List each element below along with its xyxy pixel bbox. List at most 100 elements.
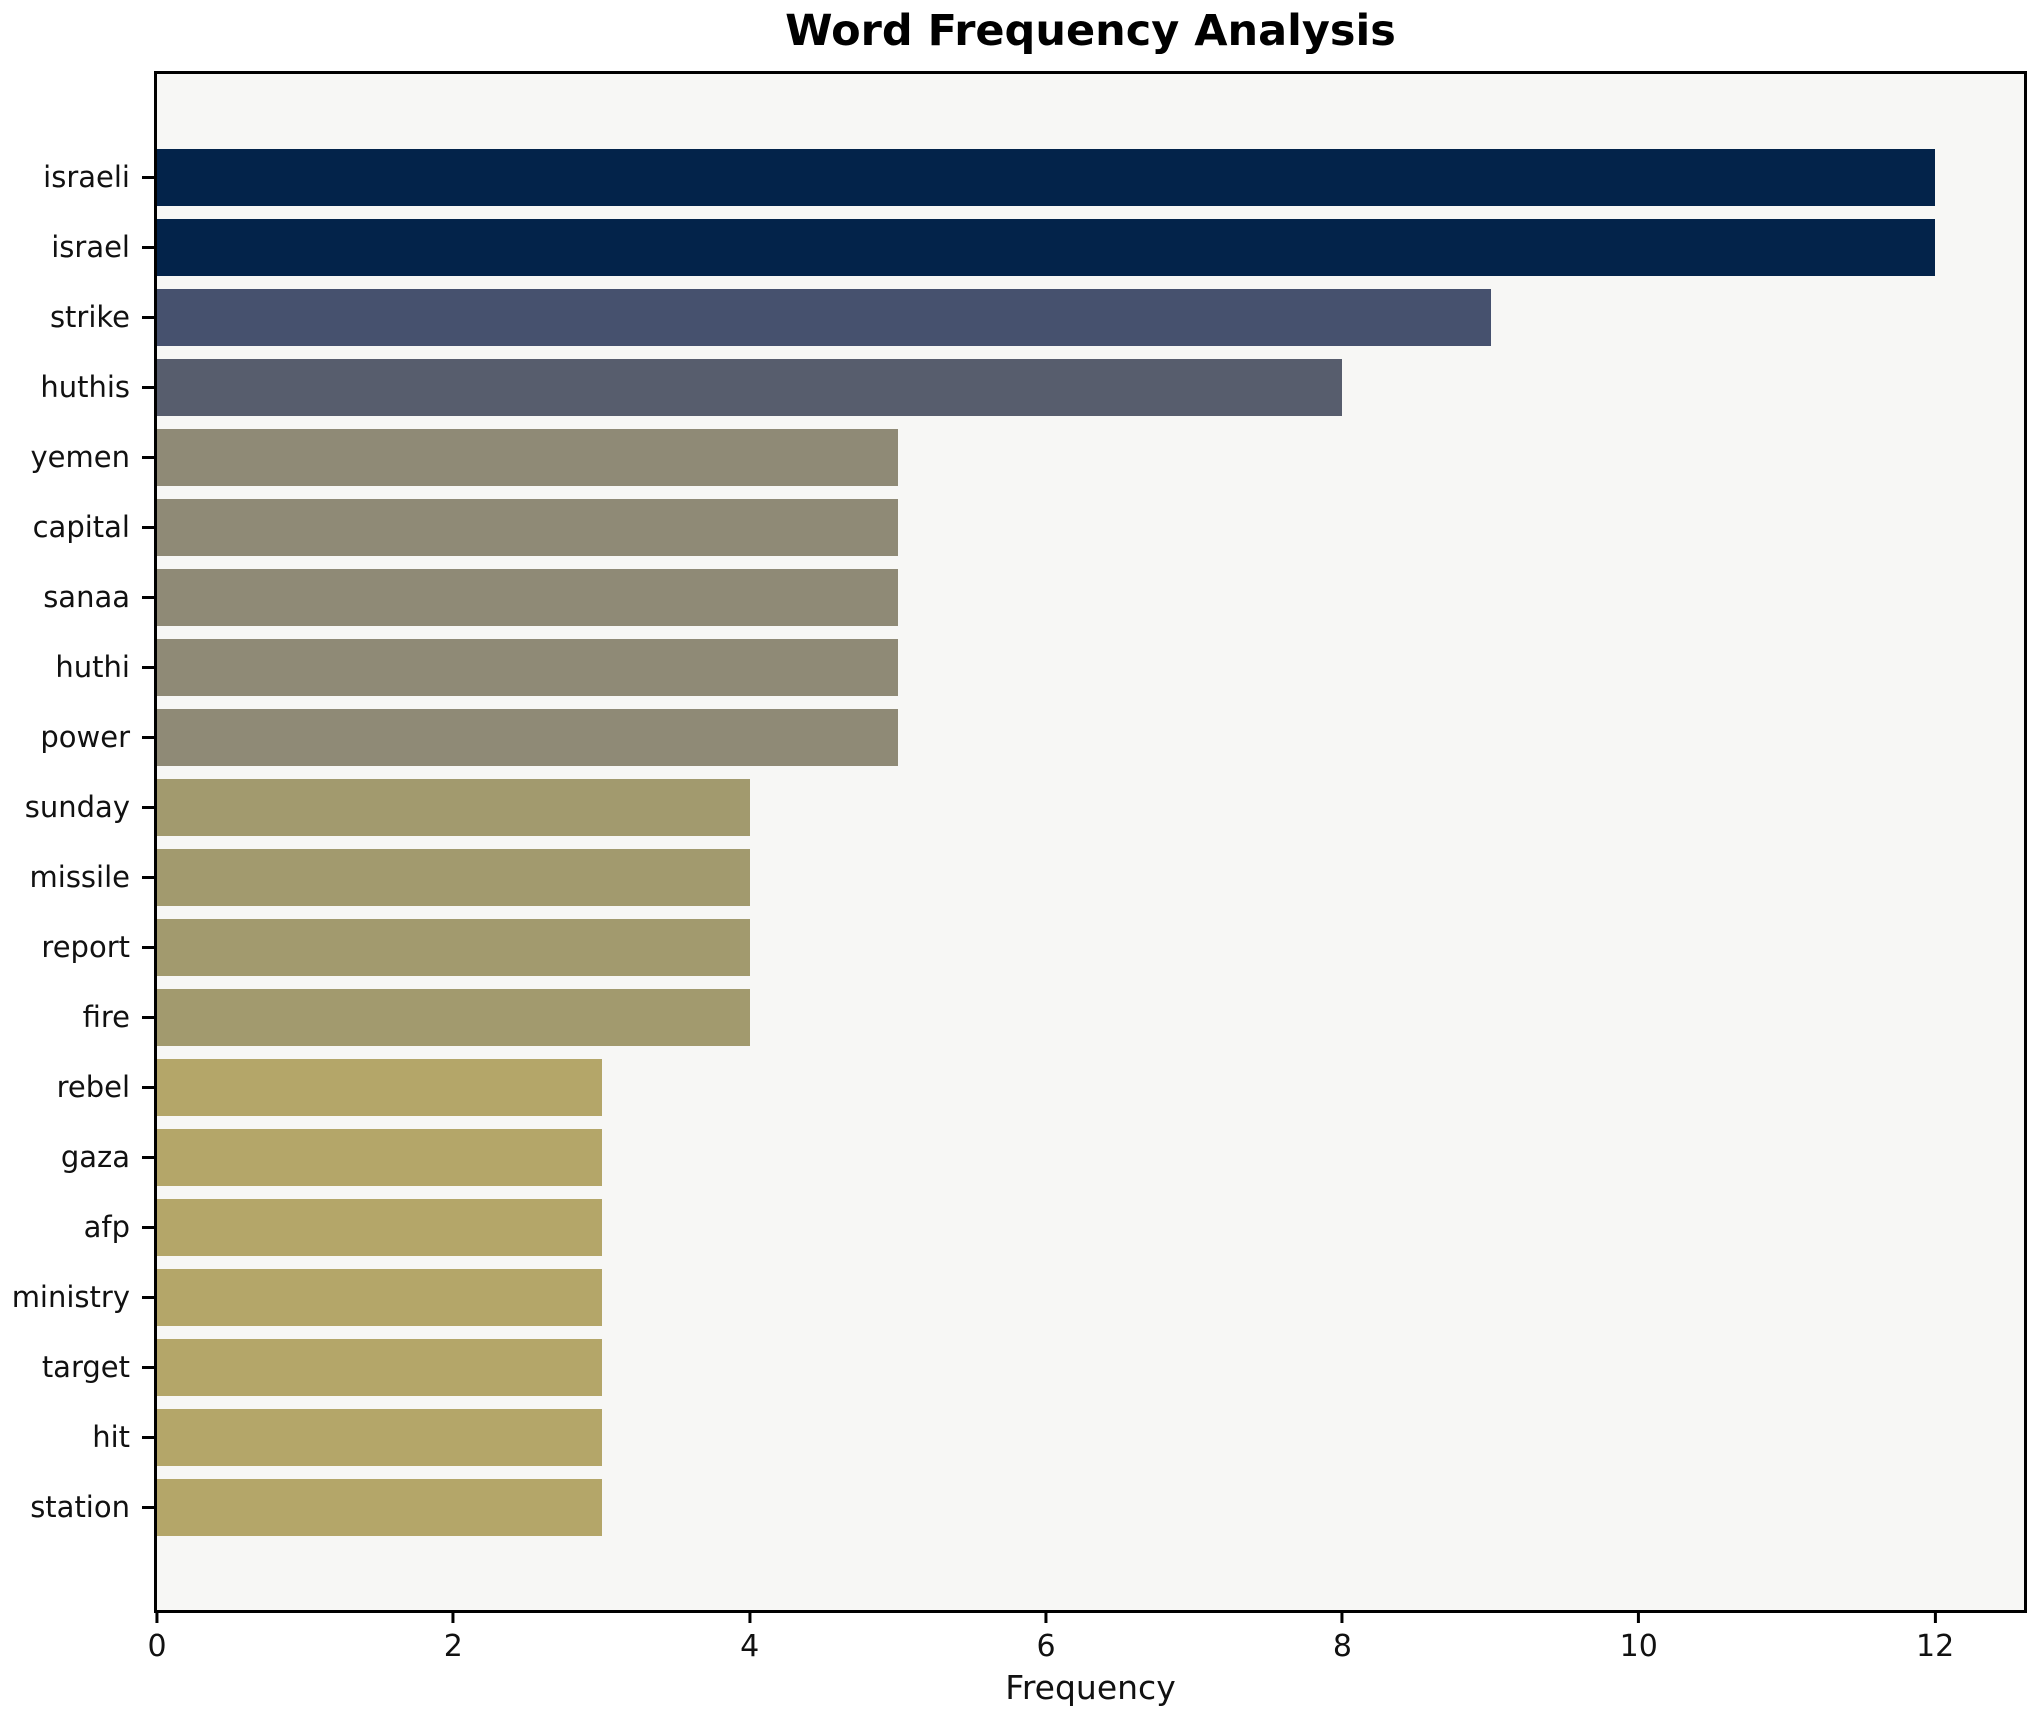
y-axis-label: afp (83, 1209, 130, 1244)
frequency-bar (157, 1058, 602, 1116)
x-tick-label: 8 (1332, 1629, 1352, 1664)
bar-row: capital (33, 492, 2024, 562)
y-tick-mark (142, 385, 154, 389)
y-axis-label: missile (29, 859, 130, 894)
y-tick-mark (142, 175, 154, 179)
bar-row: huthis (40, 352, 2024, 422)
y-tick-mark (142, 805, 154, 809)
y-axis-label: israeli (43, 159, 130, 194)
bar-row: afp (84, 1192, 2024, 1262)
y-tick-mark (142, 1225, 154, 1229)
x-tick: 6 (1037, 1610, 1056, 1662)
y-axis-label: yemen (30, 439, 130, 474)
y-axis-label: huthi (55, 649, 130, 684)
bars-container: israeli israel strike huthis yemen capital san… (12, 74, 2024, 1610)
y-tick-mark (142, 595, 154, 599)
bar-row: gaza (61, 1122, 2024, 1192)
y-axis-label: capital (32, 509, 130, 544)
x-tick: 2 (444, 1610, 463, 1662)
y-tick-mark (142, 1365, 154, 1369)
x-axis: 0 2 4 6 8 10 12 (147, 1610, 2024, 1670)
x-tick-mark (748, 1610, 752, 1623)
y-tick-mark (142, 1085, 154, 1089)
x-tick-label: 6 (1036, 1629, 1056, 1664)
x-tick: 8 (1333, 1610, 1352, 1662)
bar-row: station (30, 1472, 2024, 1542)
y-tick-mark (142, 735, 154, 739)
frequency-bar (157, 638, 898, 696)
y-axis-label: sanaa (43, 579, 130, 614)
frequency-bar (157, 1408, 602, 1466)
frequency-bar (157, 1128, 602, 1186)
plot-area: israeli israel strike huthis yemen capital san… (12, 71, 2027, 1707)
y-axis-label: gaza (60, 1139, 130, 1174)
x-tick-label: 2 (443, 1629, 463, 1664)
x-tick-mark (1933, 1610, 1937, 1623)
bar-row: strike (50, 282, 2024, 352)
frequency-bar (157, 1268, 602, 1326)
y-tick-mark (142, 1295, 154, 1299)
x-tick-mark (155, 1610, 159, 1623)
frequency-bar (157, 288, 1491, 346)
frequency-bar (157, 1338, 602, 1396)
y-axis-label: huthis (40, 369, 130, 404)
y-axis-label: rebel (56, 1069, 130, 1104)
y-axis-label: hit (92, 1419, 130, 1454)
bar-row: israeli (43, 142, 2024, 212)
frequency-bar (157, 218, 1936, 276)
y-axis-label: sunday (24, 789, 130, 824)
bar-row: yemen (31, 422, 2024, 492)
bar-row: target (42, 1332, 2024, 1402)
y-tick-mark (142, 315, 154, 319)
frequency-bar (157, 918, 750, 976)
y-tick-mark (142, 1505, 154, 1509)
x-tick: 10 (1620, 1610, 1658, 1662)
frequency-bar (157, 498, 898, 556)
frequency-bar (157, 988, 750, 1046)
frequency-bar (157, 1478, 602, 1536)
x-tick: 12 (1916, 1610, 1954, 1662)
y-tick-mark (142, 875, 154, 879)
y-axis-label: ministry (11, 1279, 130, 1314)
bar-row: sanaa (43, 562, 2024, 632)
frequency-bar (157, 848, 750, 906)
y-axis-label: station (30, 1489, 130, 1524)
y-tick-mark (142, 665, 154, 669)
y-tick-mark (142, 245, 154, 249)
y-axis-label: fire (82, 999, 130, 1034)
frequency-bar (157, 1198, 602, 1256)
x-tick: 0 (147, 1610, 167, 1664)
x-tick: 4 (740, 1610, 759, 1662)
x-tick-label: 4 (740, 1629, 760, 1664)
bar-row: fire (83, 982, 2024, 1052)
y-axis-label: israel (51, 229, 130, 264)
y-tick-mark (142, 525, 154, 529)
y-tick-mark (142, 1435, 154, 1439)
frequency-bar (157, 778, 750, 836)
bar-row: sunday (25, 772, 2024, 842)
bar-row: report (41, 912, 2024, 982)
y-tick-mark (142, 1155, 154, 1159)
bar-row: rebel (57, 1052, 2024, 1122)
y-tick-mark (142, 945, 154, 949)
frequency-bar (157, 708, 898, 766)
y-axis-label: power (40, 719, 130, 754)
bar-row: ministry (12, 1262, 2024, 1332)
frequency-bar (157, 568, 898, 626)
frequency-bar (157, 428, 898, 486)
frequency-bar (157, 358, 1343, 416)
x-tick-mark (1637, 1610, 1641, 1623)
y-tick-mark (142, 455, 154, 459)
x-tick-label: 10 (1619, 1629, 1658, 1664)
chart-title: Word Frequency Analysis (785, 6, 1396, 56)
bar-row: power (40, 702, 2024, 772)
y-axis-label: strike (49, 299, 130, 334)
bar-row: israel (51, 212, 2024, 282)
bar-row: missile (30, 842, 2024, 912)
x-tick-label: 12 (1916, 1629, 1955, 1664)
y-tick-mark (142, 1015, 154, 1019)
y-axis-label: target (41, 1349, 130, 1384)
x-axis-label: Frequency (1005, 1668, 1176, 1707)
x-tick-label: 0 (147, 1629, 167, 1664)
